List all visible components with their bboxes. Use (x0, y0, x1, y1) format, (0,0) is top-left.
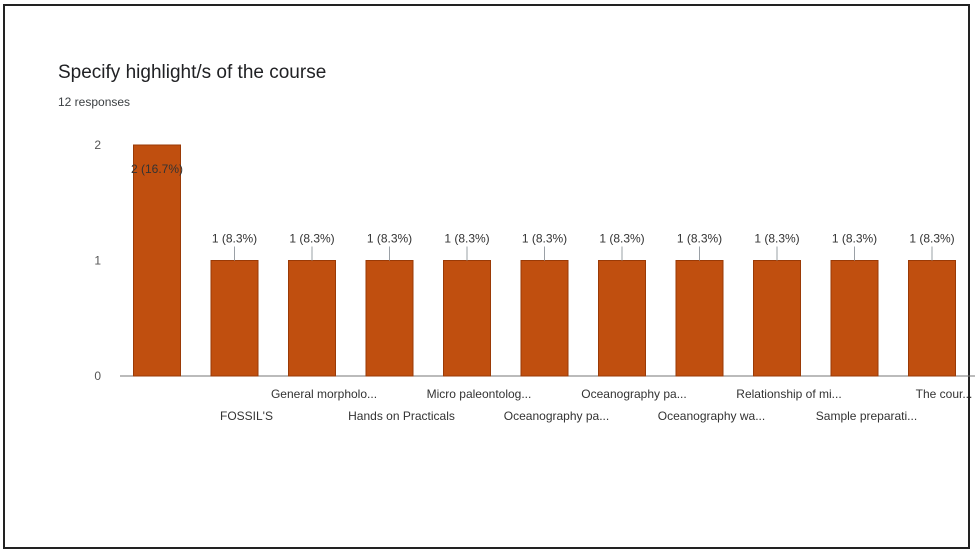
data-label: 1 (8.3%) (754, 232, 799, 246)
data-label: 1 (8.3%) (909, 232, 954, 246)
y-tick-label: 2 (94, 138, 101, 152)
x-tick-label: Sample preparati... (816, 409, 917, 423)
bar (908, 260, 956, 377)
bar (288, 260, 336, 377)
bar (830, 260, 879, 377)
x-tick-label: Hands on Practicals (348, 409, 455, 423)
x-tick-label: Micro paleontolog... (427, 387, 532, 401)
x-tick-label: Relationship of mi... (736, 387, 841, 401)
x-tick-label: Oceanography pa... (581, 387, 686, 401)
data-label: 1 (8.3%) (367, 232, 412, 246)
data-label: 2 (16.7%) (131, 162, 183, 176)
bar (598, 260, 646, 377)
data-label: 1 (8.3%) (212, 232, 257, 246)
bar (443, 260, 491, 377)
bar (520, 260, 569, 377)
response-count: 12 responses (58, 95, 131, 109)
x-tick-label: Oceanography wa... (658, 409, 765, 423)
x-tick-label: Oceanography pa... (504, 409, 609, 423)
y-tick-label: 1 (94, 254, 101, 268)
x-tick-label: General morpholo... (271, 387, 377, 401)
data-label: 1 (8.3%) (522, 232, 567, 246)
data-label: 1 (8.3%) (289, 232, 334, 246)
y-tick-label: 0 (94, 369, 101, 383)
x-tick-label: FOSSIL'S (220, 409, 273, 423)
data-label: 1 (8.3%) (832, 232, 877, 246)
bar (675, 260, 724, 377)
chart-title: Specify highlight/s of the course (58, 62, 327, 83)
bar (365, 260, 414, 377)
bar (753, 260, 801, 377)
bar (210, 260, 259, 377)
data-label: 1 (8.3%) (444, 232, 489, 246)
bar (133, 144, 181, 377)
x-tick-label: The cour... (916, 387, 973, 401)
data-label: 1 (8.3%) (599, 232, 644, 246)
data-label: 1 (8.3%) (677, 232, 722, 246)
